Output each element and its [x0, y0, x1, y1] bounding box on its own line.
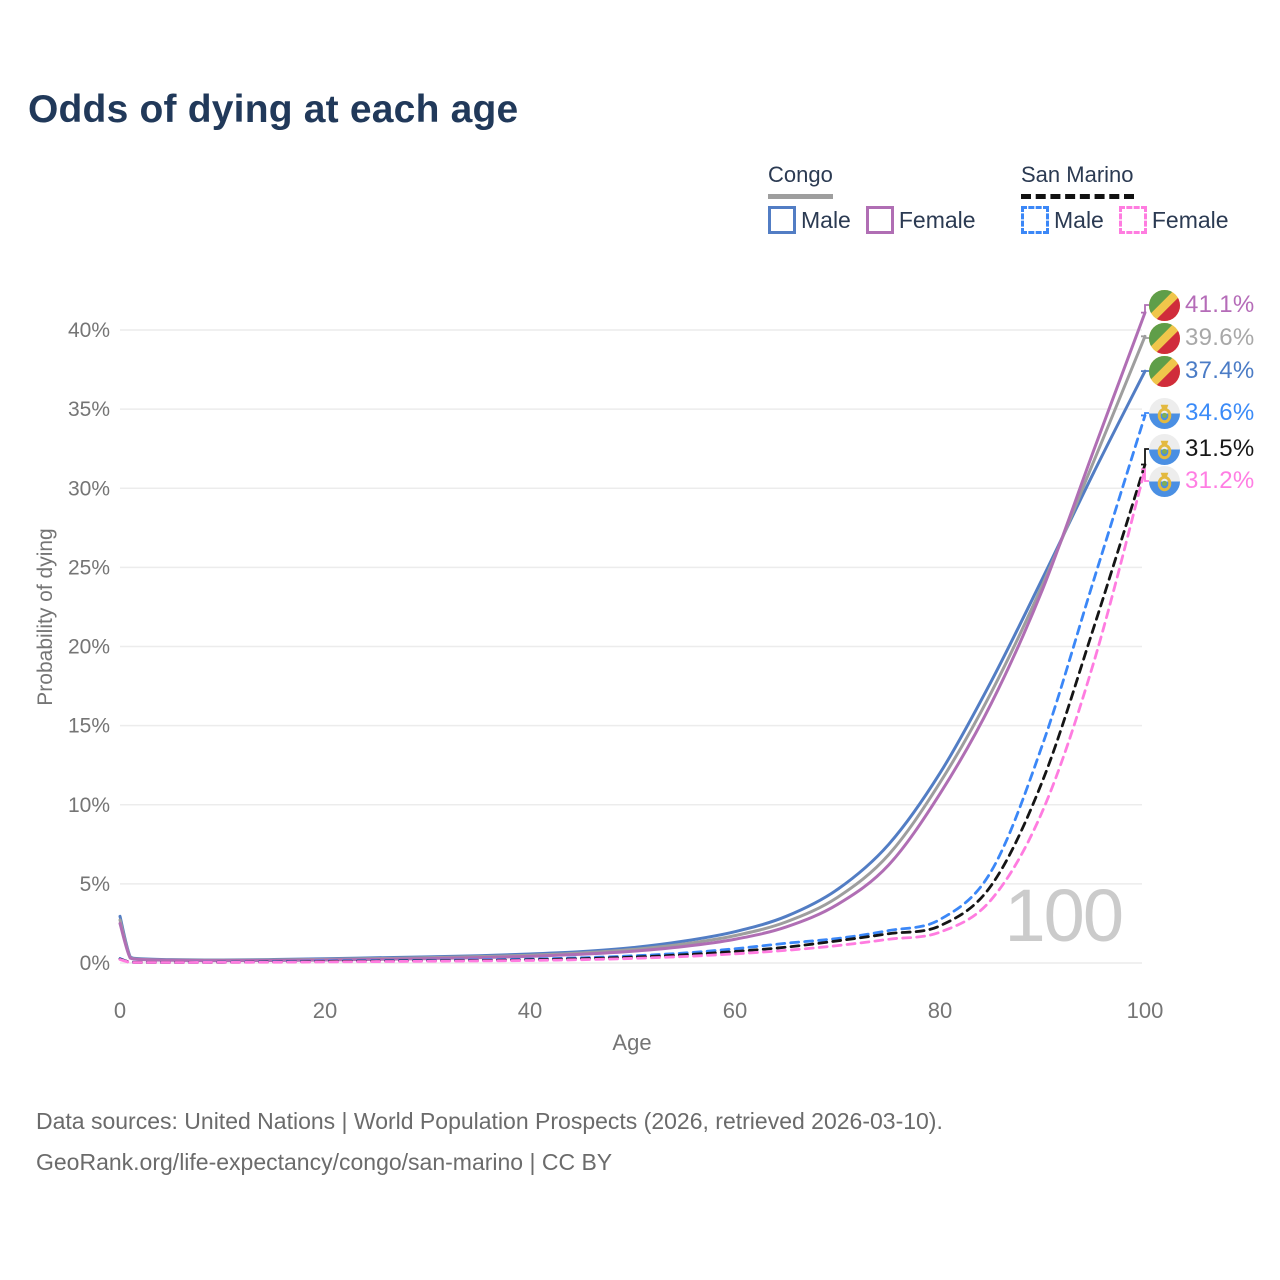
congo-male-swatch[interactable] [768, 206, 796, 234]
leader-line-san-marino-both [1141, 448, 1149, 466]
series-line-san-marino-female[interactable] [118, 467, 1147, 964]
legend-country-san-marino[interactable]: San Marino [1021, 162, 1134, 199]
y-tick-label: 35% [68, 398, 110, 421]
x-tick-label: 20 [313, 998, 337, 1023]
x-tick-label: 40 [518, 998, 542, 1023]
legend-label-congo-female: Female [898, 206, 976, 233]
y-tick-label: 20% [68, 636, 110, 659]
x-axis-title: Age [612, 1030, 652, 1055]
end-label-congo-female: 41.1% [1149, 288, 1255, 322]
legend-group-congo: Congo Male Female [768, 162, 976, 234]
series-line-san-marino-both[interactable] [118, 463, 1147, 964]
congo-flag-icon [1149, 289, 1180, 321]
end-value: 34.6% [1185, 399, 1255, 426]
legend-label-san-marino-male: Male [1054, 206, 1104, 233]
y-tick-label: 5% [80, 873, 110, 896]
x-tick-label: 60 [723, 998, 747, 1023]
y-tick-label: 25% [68, 556, 110, 579]
leader-line-san-marino-male [1141, 412, 1149, 417]
y-tick-label: 0% [80, 952, 110, 975]
end-value: 37.4% [1185, 357, 1255, 384]
y-tick-label: 30% [68, 477, 110, 500]
leader-line-congo-both [1141, 335, 1149, 339]
san-marino-flag-icon [1149, 465, 1180, 497]
legend-label-congo-male: Male [801, 206, 851, 233]
san-marino-female-swatch[interactable] [1118, 206, 1147, 234]
y-tick-label: 15% [68, 715, 110, 738]
x-tick-label: 80 [928, 998, 952, 1023]
congo-flag-icon [1149, 322, 1180, 354]
series-line-congo-female[interactable] [118, 311, 1147, 963]
legend-group-san-marino: San Marino Male Female [1021, 162, 1229, 234]
data-sources-note: Data sources: United Nations | World Pop… [36, 1108, 943, 1134]
attribution-note: GeoRank.org/life-expectancy/congo/san-ma… [36, 1149, 613, 1175]
legend-item-san-marino-male[interactable]: Male [1021, 206, 1104, 234]
series-line-san-marino-male[interactable] [118, 414, 1147, 964]
y-tick-label: 10% [68, 794, 110, 817]
end-label-congo-male: 37.4% [1149, 354, 1255, 388]
end-value: 41.1% [1185, 291, 1255, 318]
congo-flag-icon [1149, 355, 1180, 387]
y-tick-label: 40% [68, 319, 110, 342]
end-value: 31.5% [1185, 435, 1255, 462]
x-tick-label: 100 [1127, 998, 1164, 1023]
series-line-congo-both[interactable] [118, 334, 1147, 962]
congo-female-swatch[interactable] [865, 206, 894, 234]
legend-item-san-marino-female[interactable]: Female [1118, 206, 1229, 234]
end-label-san-marino-male: 34.6% [1149, 396, 1255, 430]
page-title: Odds of dying at each age [28, 88, 519, 131]
legend-country-congo[interactable]: Congo [768, 162, 833, 199]
san-marino-flag-icon [1149, 397, 1180, 429]
leader-line-congo-female [1141, 304, 1149, 314]
age-watermark: 100 [1005, 874, 1122, 957]
end-value: 31.2% [1185, 467, 1255, 494]
end-label-san-marino-both: 31.5% [1149, 432, 1255, 466]
end-label-congo-both: 39.6% [1149, 321, 1255, 355]
legend-label-san-marino-female: Female [1151, 206, 1229, 233]
san-marino-male-swatch[interactable] [1021, 206, 1049, 234]
end-label-san-marino-female: 31.2% [1149, 464, 1255, 498]
legend-item-congo-male[interactable]: Male [768, 206, 851, 234]
san-marino-flag-icon [1149, 433, 1180, 465]
legend-item-congo-female[interactable]: Female [865, 206, 976, 234]
leader-line-san-marino-female [1141, 468, 1149, 482]
end-value: 39.6% [1185, 324, 1255, 351]
x-tick-label: 0 [114, 998, 126, 1023]
